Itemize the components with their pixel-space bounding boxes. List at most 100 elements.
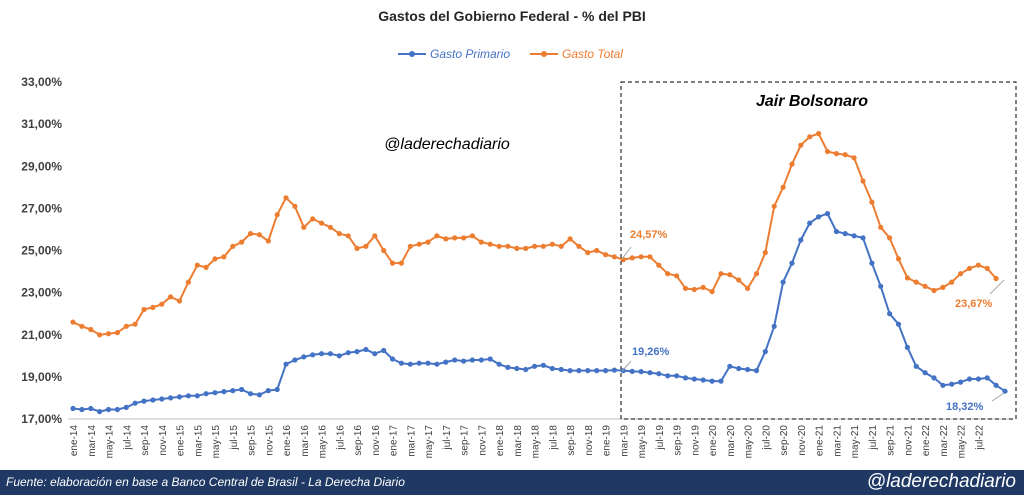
chart-title: Gastos del Gobierno Federal - % del PBI: [378, 8, 646, 24]
data-point: [833, 228, 840, 235]
data-point: [585, 250, 591, 256]
x-tick-label: ene-16: [282, 425, 293, 457]
data-point: [940, 382, 946, 388]
data-point: [318, 220, 325, 226]
data-point: [567, 236, 573, 242]
data-point: [425, 360, 431, 366]
x-tick-label: ene-21: [815, 425, 826, 457]
data-point: [372, 351, 378, 357]
x-tick-label: mar-18: [513, 425, 524, 457]
data-point: [230, 243, 236, 249]
x-tick-label: jul-18: [548, 425, 559, 451]
data-point: [949, 381, 955, 387]
data-point: [496, 243, 502, 249]
x-tick-label: may-17: [424, 425, 435, 459]
x-tick-label: ene-17: [389, 425, 400, 457]
data-point: [585, 368, 591, 374]
x-tick-label: ene-15: [176, 425, 187, 457]
data-point: [780, 279, 786, 285]
data-point: [558, 243, 564, 249]
data-point: [798, 142, 804, 148]
data-point: [860, 178, 866, 184]
data-point: [230, 388, 236, 394]
data-point: [700, 377, 706, 383]
x-tick-label: sep-16: [353, 425, 364, 456]
data-point: [691, 376, 697, 382]
data-point: [895, 321, 902, 327]
x-tick-label: mar-22: [939, 425, 950, 457]
x-axis: ene-14 mar-14 may-14 jul-14 sep-14 nov-14 ene-…: [69, 425, 985, 459]
data-point: [771, 203, 777, 209]
data-point: [753, 271, 760, 277]
data-point: [514, 245, 520, 251]
x-tick-label: nov-17: [477, 425, 488, 456]
series-line-gasto-primario: [72, 212, 1006, 413]
data-point: [887, 311, 893, 317]
x-tick-label: sep-17: [460, 425, 471, 456]
data-point: [745, 366, 751, 373]
data-point: [185, 279, 191, 285]
data-point: [478, 239, 484, 245]
x-tick-label: mar-14: [87, 425, 98, 457]
data-point: [904, 275, 911, 281]
data-point: [185, 393, 191, 399]
x-tick-label: sep-15: [247, 425, 258, 456]
data-point: [212, 256, 218, 262]
data-point: [682, 375, 689, 381]
data-point: [452, 357, 458, 363]
data-callouts: 24,57% 19,26% 23,67% 18,32%: [621, 229, 1005, 413]
data-point: [310, 352, 316, 358]
data-point: [141, 306, 147, 313]
data-point: [771, 323, 777, 329]
data-point: [523, 245, 529, 251]
footer-bar: Fuente: elaboración en base a Banco Cent…: [0, 470, 1024, 495]
data-point: [150, 304, 156, 310]
data-point: [718, 378, 724, 384]
primary-end-label: 18,32%: [946, 401, 984, 413]
data-point: [789, 161, 795, 167]
data-point: [727, 272, 733, 278]
data-point: [789, 260, 795, 266]
data-point: [114, 406, 120, 413]
data-point: [931, 375, 937, 381]
data-point: [292, 357, 298, 363]
data-point: [762, 349, 768, 355]
data-point: [567, 368, 573, 374]
x-tick-label: nov-14: [158, 425, 169, 456]
data-point: [807, 220, 813, 226]
data-point: [798, 237, 804, 243]
x-tick-label: ene-22: [921, 425, 932, 457]
data-point: [132, 400, 138, 406]
footer-source: Fuente: elaboración en base a Banco Cent…: [6, 475, 405, 489]
data-point: [381, 247, 387, 254]
x-tick-label: ene-20: [708, 425, 719, 457]
data-point: [434, 233, 440, 239]
data-point: [984, 375, 990, 381]
series-layer: [70, 131, 1008, 415]
data-point: [265, 238, 271, 244]
legend-item-gasto-primario: Gasto Primario: [398, 47, 510, 61]
data-point: [461, 235, 467, 241]
data-point: [505, 243, 511, 249]
data-point: [132, 321, 138, 327]
x-tick-label: mar-17: [406, 425, 417, 457]
x-tick-label: jul-20: [761, 425, 772, 451]
data-point: [256, 232, 262, 238]
data-point: [816, 131, 822, 137]
data-point: [753, 368, 760, 374]
line-chart: Gastos del Gobierno Federal - % del PBI …: [21, 8, 1017, 459]
y-tick-label: 25,00%: [21, 244, 62, 258]
data-point: [283, 195, 289, 201]
data-point: [194, 393, 200, 399]
x-tick-label: ene-14: [69, 425, 80, 457]
data-point: [505, 364, 511, 370]
data-point: [487, 241, 493, 247]
data-point: [736, 365, 742, 372]
data-point: [549, 241, 555, 247]
data-point: [247, 231, 254, 237]
data-point: [363, 346, 369, 353]
data-point: [425, 239, 431, 245]
data-point: [691, 286, 697, 293]
data-point: [159, 396, 165, 402]
data-point: [629, 368, 635, 374]
